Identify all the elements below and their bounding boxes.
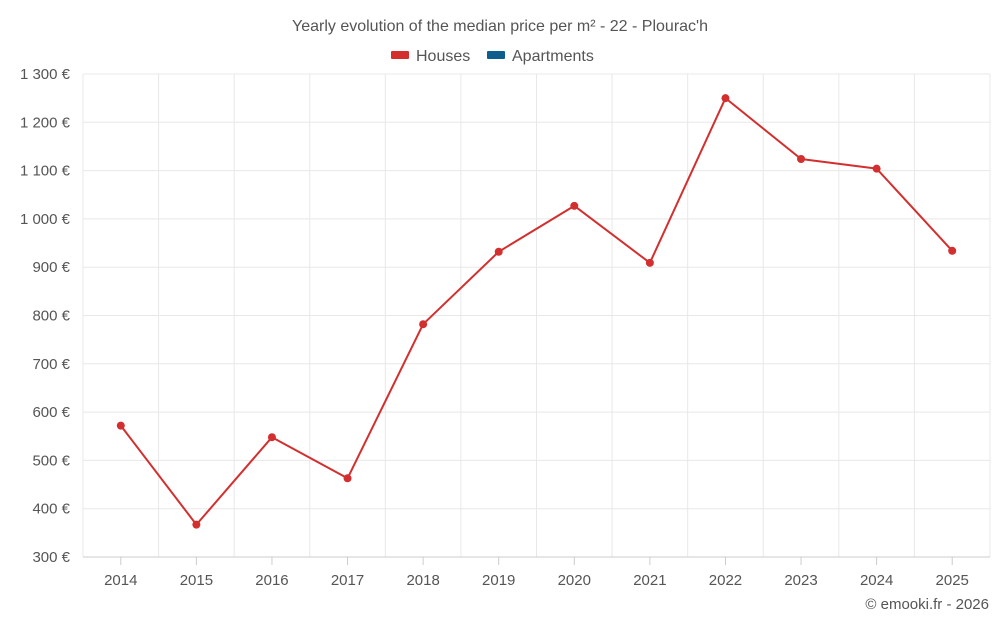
- series-houses: [116, 94, 957, 529]
- y-tick-label: 1 000 €: [20, 211, 71, 228]
- x-tick-label: 2021: [633, 572, 666, 589]
- data-point-houses[interactable]: [797, 155, 806, 164]
- data-point-houses[interactable]: [948, 246, 957, 255]
- x-tick-label: 2014: [104, 572, 137, 589]
- data-point-houses[interactable]: [872, 164, 881, 173]
- legend: Houses Apartments: [391, 48, 594, 65]
- data-point-houses[interactable]: [419, 320, 428, 329]
- data-point-houses[interactable]: [116, 421, 125, 430]
- legend-label-apartments[interactable]: Apartments: [512, 48, 594, 65]
- data-point-houses[interactable]: [343, 474, 352, 483]
- data-point-houses[interactable]: [267, 433, 276, 442]
- x-tick-label: 2023: [784, 572, 817, 589]
- y-tick-label: 1 300 €: [20, 66, 71, 83]
- y-axis: 300 € 400 € 500 € 600 € 700 € 800 € 900 € 1 000…: [20, 66, 71, 566]
- grid: [82, 73, 991, 557]
- legend-swatch-houses: [391, 51, 409, 59]
- y-tick-label: 1 100 €: [20, 163, 71, 180]
- legend-swatch-apartments: [487, 51, 505, 59]
- x-axis: 2014 2015 2016 2017 2018 2019 2020 2021 2022 2023…: [83, 556, 990, 589]
- data-point-houses[interactable]: [645, 258, 654, 267]
- y-tick-label: 400 €: [32, 501, 70, 518]
- y-tick-label: 900 €: [32, 259, 70, 276]
- y-tick-label: 1 200 €: [20, 114, 71, 131]
- y-tick-label: 300 €: [32, 549, 70, 566]
- credit-text: © emooki.fr - 2026: [865, 596, 989, 613]
- data-point-houses[interactable]: [494, 247, 503, 256]
- x-tick-label: 2020: [558, 572, 591, 589]
- chart-title: Yearly evolution of the median price per…: [292, 18, 708, 35]
- data-point-houses[interactable]: [192, 520, 201, 529]
- data-point-houses[interactable]: [570, 201, 579, 210]
- legend-label-houses[interactable]: Houses: [416, 48, 470, 65]
- series-line-houses: [119, 97, 953, 526]
- x-tick-label: 2022: [709, 572, 742, 589]
- y-tick-label: 700 €: [32, 356, 70, 373]
- x-tick-label: 2018: [406, 572, 439, 589]
- x-tick-label: 2024: [860, 572, 893, 589]
- x-tick-label: 2019: [482, 572, 515, 589]
- data-point-houses[interactable]: [721, 94, 730, 103]
- x-tick-label: 2016: [255, 572, 288, 589]
- y-tick-label: 600 €: [32, 404, 70, 421]
- x-tick-label: 2017: [331, 572, 364, 589]
- x-tick-label: 2015: [180, 572, 213, 589]
- y-tick-label: 800 €: [32, 308, 70, 325]
- y-tick-label: 500 €: [32, 452, 70, 469]
- x-tick-label: 2025: [936, 572, 969, 589]
